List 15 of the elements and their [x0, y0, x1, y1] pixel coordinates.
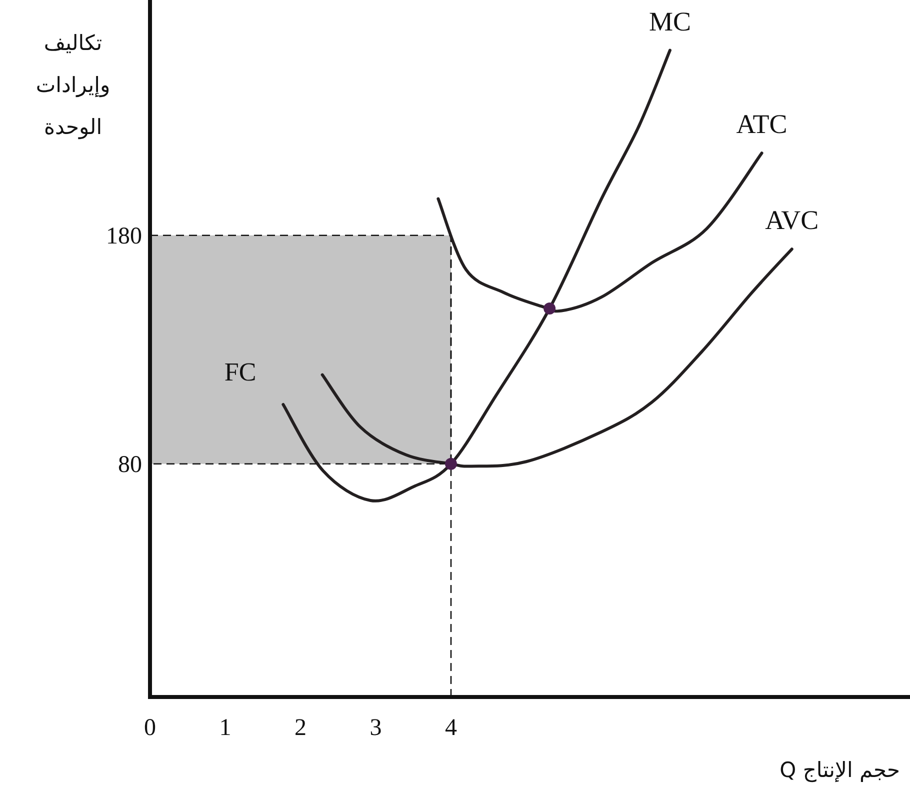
line-series	[436, 152, 764, 313]
line-series	[282, 48, 672, 502]
series-label: AVC	[765, 205, 819, 236]
x-tick-label: 2	[294, 715, 306, 741]
y-tick-label: 80	[118, 452, 142, 478]
x-tick-label: 0	[144, 715, 156, 741]
y-axis-title: تكاليف وإيرادات الوحدة	[34, 30, 112, 142]
series-label: MC	[648, 6, 691, 36]
x-tick-label: 4	[444, 715, 457, 741]
x-tick-label: 1	[219, 715, 232, 741]
band-label: FC	[224, 357, 256, 386]
series-label: ATC	[736, 109, 788, 140]
x-tick-label: 3	[370, 715, 382, 741]
y-tick-label: 180	[106, 223, 142, 250]
x-axis-title: حجم الإنتاج Q	[780, 758, 900, 782]
